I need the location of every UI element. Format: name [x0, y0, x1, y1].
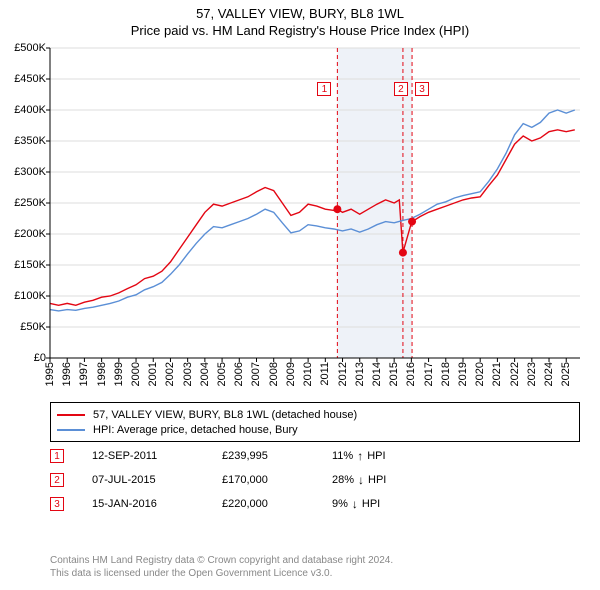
event-marker-icon: 1: [50, 449, 64, 463]
xtick-label: 2008: [268, 362, 280, 386]
legend: 57, VALLEY VIEW, BURY, BL8 1WL (detached…: [50, 402, 580, 442]
xtick-label: 2000: [130, 362, 142, 386]
xtick-label: 2002: [164, 362, 176, 386]
xtick-label: 2022: [509, 362, 521, 386]
xtick-label: 2025: [560, 362, 572, 386]
ytick-label: £150K: [14, 259, 46, 271]
xtick-label: 1999: [113, 362, 125, 386]
event-marker-icon: 2: [50, 473, 64, 487]
event-pct: 9%↓HPI: [332, 497, 380, 511]
event-date: 15-JAN-2016: [92, 498, 222, 510]
xtick-label: 2014: [371, 362, 383, 386]
footer: Contains HM Land Registry data © Crown c…: [50, 554, 393, 580]
xtick-label: 2015: [388, 362, 400, 386]
ytick-label: £50K: [20, 321, 46, 333]
xtick-label: 2020: [474, 362, 486, 386]
xtick-label: 1998: [96, 362, 108, 386]
chart-area: £0£50K£100K£150K£200K£250K£300K£350K£400…: [50, 48, 580, 358]
xtick-label: 2011: [319, 362, 331, 386]
legend-swatch: [57, 429, 85, 431]
event-date: 07-JUL-2015: [92, 474, 222, 486]
ytick-label: £300K: [14, 166, 46, 178]
ytick-label: £100K: [14, 290, 46, 302]
subtitle: Price paid vs. HM Land Registry's House …: [0, 23, 600, 38]
xtick-label: 2024: [543, 362, 555, 386]
ytick-label: £400K: [14, 104, 46, 116]
event-marker-1: 1: [317, 82, 331, 96]
xtick-label: 2003: [182, 362, 194, 386]
event-pct: 11%↑HPI: [332, 449, 386, 463]
ytick-label: £500K: [14, 42, 46, 54]
xtick-label: 2019: [457, 362, 469, 386]
legend-label: 57, VALLEY VIEW, BURY, BL8 1WL (detached…: [93, 409, 357, 421]
legend-swatch: [57, 414, 85, 416]
footer-line2: This data is licensed under the Open Gov…: [50, 567, 393, 580]
xtick-label: 2009: [285, 362, 297, 386]
xtick-label: 2013: [354, 362, 366, 386]
arrow-up-icon: ↑: [357, 449, 363, 463]
xtick-label: 2007: [250, 362, 262, 386]
chart-container: 57, VALLEY VIEW, BURY, BL8 1WL Price pai…: [0, 0, 600, 590]
xtick-label: 1997: [78, 362, 90, 386]
xtick-label: 1996: [61, 362, 73, 386]
xtick-label: 2018: [440, 362, 452, 386]
event-date: 12-SEP-2011: [92, 450, 222, 462]
ytick-label: £200K: [14, 228, 46, 240]
event-row: 3 15-JAN-2016£220,0009%↓HPI: [50, 492, 580, 516]
xtick-label: 2005: [216, 362, 228, 386]
event-price: £239,995: [222, 450, 332, 462]
arrow-down-icon: ↓: [352, 497, 358, 511]
event-row: 2 07-JUL-2015£170,00028%↓HPI: [50, 468, 580, 492]
legend-label: HPI: Average price, detached house, Bury: [93, 424, 298, 436]
ytick-label: £350K: [14, 135, 46, 147]
xtick-label: 2012: [337, 362, 349, 386]
xtick-label: 2001: [147, 362, 159, 386]
event-marker-2: 2: [394, 82, 408, 96]
xtick-label: 2004: [199, 362, 211, 386]
xtick-label: 2017: [423, 362, 435, 386]
ytick-label: £250K: [14, 197, 46, 209]
legend-item: 57, VALLEY VIEW, BURY, BL8 1WL (detached…: [57, 407, 573, 422]
event-price: £220,000: [222, 498, 332, 510]
event-marker-3: 3: [415, 82, 429, 96]
ytick-label: £450K: [14, 73, 46, 85]
line-chart-svg: [50, 48, 580, 358]
xtick-label: 2016: [405, 362, 417, 386]
title-block: 57, VALLEY VIEW, BURY, BL8 1WL Price pai…: [0, 0, 600, 38]
address-title: 57, VALLEY VIEW, BURY, BL8 1WL: [0, 6, 600, 21]
event-row: 1 12-SEP-2011£239,99511%↑HPI: [50, 444, 580, 468]
legend-item: HPI: Average price, detached house, Bury: [57, 422, 573, 437]
event-price: £170,000: [222, 474, 332, 486]
xtick-label: 2021: [491, 362, 503, 386]
event-marker-icon: 3: [50, 497, 64, 511]
event-pct: 28%↓HPI: [332, 473, 386, 487]
xtick-label: 1995: [44, 362, 56, 386]
footer-line1: Contains HM Land Registry data © Crown c…: [50, 554, 393, 567]
xtick-label: 2006: [233, 362, 245, 386]
arrow-down-icon: ↓: [358, 473, 364, 487]
xtick-label: 2023: [526, 362, 538, 386]
xtick-label: 2010: [302, 362, 314, 386]
events-table: 1 12-SEP-2011£239,99511%↑HPI 2 07-JUL-2015£…: [50, 444, 580, 516]
